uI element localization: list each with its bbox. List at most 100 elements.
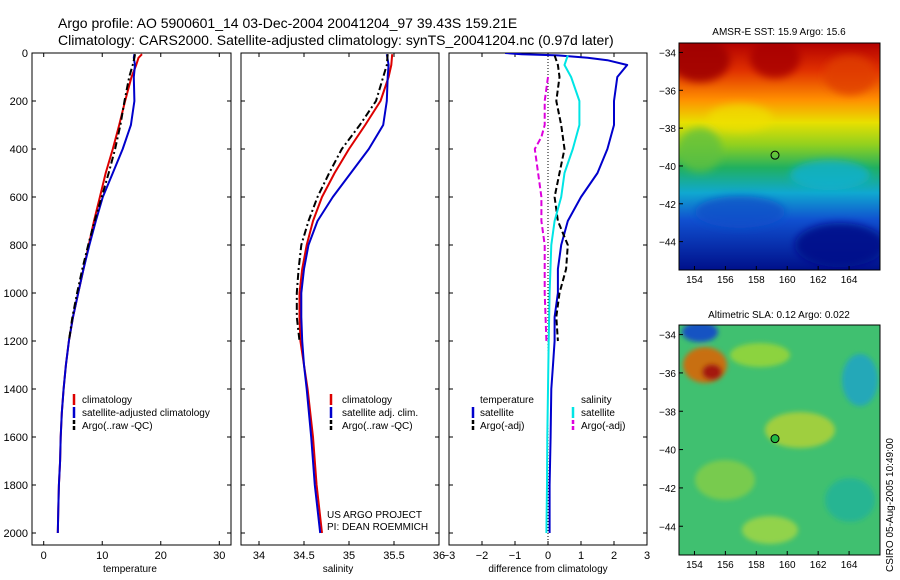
depth-tick-label: 1800 bbox=[4, 480, 28, 492]
temperature-axis-label: temperature bbox=[103, 564, 157, 575]
difference-xtick-label: 3 bbox=[644, 550, 650, 562]
salinity-xtick-label: 34.5 bbox=[293, 550, 314, 562]
sst-lat-tick-label: −44 bbox=[659, 238, 676, 249]
sla-low-patch bbox=[682, 325, 718, 342]
temperature-xtick-label: 10 bbox=[96, 550, 108, 562]
sla-high-patch bbox=[702, 364, 722, 380]
legend-header-salinity: salinity bbox=[581, 395, 612, 406]
legend-label-climatology: climatology bbox=[342, 395, 392, 406]
sst-blue-patch bbox=[695, 196, 785, 228]
sla-lon-tick-label: 158 bbox=[748, 560, 765, 571]
depth-tick-label: 800 bbox=[10, 240, 28, 252]
sst-lon-tick-label: 158 bbox=[748, 275, 765, 286]
sla-map-frame bbox=[678, 324, 881, 556]
legend-label-sal-argo: Argo(-adj) bbox=[581, 421, 625, 432]
depth-tick-label: 1000 bbox=[4, 288, 28, 300]
sla-low-patch bbox=[842, 354, 878, 406]
figure-title-line1: Argo profile: AO 5900601_14 03-Dec-2004 … bbox=[58, 15, 517, 31]
sla-lon-tick-label: 154 bbox=[686, 560, 703, 571]
sst-lon-tick-label: 162 bbox=[810, 275, 827, 286]
sst-lon-tick-label: 164 bbox=[841, 275, 858, 286]
salinity-series-line bbox=[300, 54, 390, 534]
difference-axis-label: difference from climatology bbox=[488, 564, 607, 575]
difference-legend: temperature satellite Argo(-adj) salinit… bbox=[471, 395, 625, 432]
difference-series-line bbox=[553, 55, 569, 342]
sla-lat-tick-label: −34 bbox=[659, 331, 676, 342]
temperature-xtick-label: 20 bbox=[155, 550, 167, 562]
temperature-series-line bbox=[67, 54, 136, 342]
sst-warm-patch bbox=[679, 43, 730, 82]
sst-map-title: AMSR-E SST: 15.9 Argo: 15.6 bbox=[712, 27, 846, 38]
sst-yellow-patch bbox=[708, 104, 772, 132]
depth-tick-label: 1200 bbox=[4, 336, 28, 348]
salinity-xtick-label: 35.5 bbox=[383, 550, 404, 562]
pi-annotation: PI: DEAN ROEMMICH bbox=[327, 522, 428, 533]
salinity-panel bbox=[240, 52, 440, 546]
project-annotation: US ARGO PROJECT bbox=[327, 510, 422, 521]
salinity-axis-label: salinity bbox=[323, 564, 354, 575]
sst-lat-tick-label: −42 bbox=[659, 200, 676, 211]
sst-lat-tick-label: −36 bbox=[659, 86, 676, 97]
depth-tick-label: 400 bbox=[10, 144, 28, 156]
difference-xtick-label: −2 bbox=[476, 550, 489, 562]
sst-map bbox=[679, 43, 880, 270]
legend-label-sal-satellite: satellite bbox=[581, 408, 615, 419]
depth-tick-label: 1400 bbox=[4, 384, 28, 396]
sst-green-patch bbox=[679, 128, 722, 172]
sla-lat-tick-label: −38 bbox=[659, 407, 676, 418]
legend-label-temp-satellite: satellite bbox=[480, 408, 514, 419]
depth-tick-label: 600 bbox=[10, 192, 28, 204]
salinity-xtick-label: 36 bbox=[433, 550, 445, 562]
sst-lat-tick-label: −34 bbox=[659, 48, 676, 59]
sla-map bbox=[679, 325, 880, 555]
sla-lon-tick-label: 160 bbox=[779, 560, 796, 571]
sst-map-frame bbox=[678, 42, 881, 271]
sst-lat-tick-label: −40 bbox=[659, 162, 676, 173]
sst-dark-patch bbox=[795, 223, 880, 267]
difference-xtick-label: −3 bbox=[443, 550, 456, 562]
depth-tick-label: 200 bbox=[10, 96, 28, 108]
sla-lat-tick-label: −40 bbox=[659, 446, 676, 457]
temperature-panel bbox=[31, 52, 232, 546]
salinity-legend: climatology satellite adj. clim. Argo(..… bbox=[329, 394, 418, 432]
temperature-series-line bbox=[56, 54, 136, 534]
legend-label-satellite: satellite adj. clim. bbox=[342, 408, 418, 419]
salinity-xtick-label: 34 bbox=[253, 550, 265, 562]
legend-label-temp-argo: Argo(-adj) bbox=[480, 421, 524, 432]
difference-series-line bbox=[505, 53, 629, 533]
sla-lat-tick-label: −36 bbox=[659, 369, 676, 380]
temperature-legend: climatology satellite-adjusted climatolo… bbox=[72, 394, 210, 432]
sst-argo-position-marker bbox=[770, 150, 780, 160]
sst-lon-tick-label: 156 bbox=[717, 275, 734, 286]
profile-lines bbox=[56, 53, 629, 545]
sla-low-patch bbox=[825, 478, 875, 522]
depth-tick-label: 0 bbox=[22, 48, 28, 60]
sst-warm-patch bbox=[750, 43, 800, 78]
salinity-xtick-label: 35 bbox=[343, 550, 355, 562]
sla-map-title: Altimetric SLA: 0.12 Argo: 0.022 bbox=[708, 310, 850, 321]
sla-argo-position-marker bbox=[770, 434, 780, 444]
sst-lon-tick-label: 154 bbox=[686, 275, 703, 286]
legend-label-climatology: climatology bbox=[82, 395, 132, 406]
difference-series-line bbox=[533, 76, 549, 342]
difference-xtick-label: 1 bbox=[578, 550, 584, 562]
sla-mid-patch bbox=[765, 412, 835, 448]
axes-layer: 0 10 20 30020040060080010001200140016001800… bbox=[4, 48, 651, 562]
legend-label-satellite: satellite-adjusted climatology bbox=[82, 408, 210, 419]
sla-lon-tick-label: 156 bbox=[717, 560, 734, 571]
sla-mid-patch bbox=[742, 516, 798, 544]
map-axes: 154 156 158 160 162 164 −34 −36 −38 −40 −42 −44 154 1… bbox=[659, 48, 858, 571]
difference-series-line bbox=[545, 55, 581, 534]
difference-xtick-label: −1 bbox=[509, 550, 522, 562]
sst-warm-patch bbox=[824, 55, 876, 95]
sla-mid-patch bbox=[695, 460, 755, 500]
depth-tick-label: 2000 bbox=[4, 528, 28, 540]
salinity-series-line bbox=[295, 54, 389, 342]
sst-lon-tick-label: 160 bbox=[779, 275, 796, 286]
sla-lon-tick-label: 162 bbox=[810, 560, 827, 571]
sla-lat-tick-label: −44 bbox=[659, 522, 676, 533]
legend-header-temperature: temperature bbox=[480, 395, 534, 406]
side-label: CSIRO 05-Aug-2005 10:49:00 bbox=[885, 438, 896, 572]
sla-mid-patch bbox=[730, 343, 790, 367]
